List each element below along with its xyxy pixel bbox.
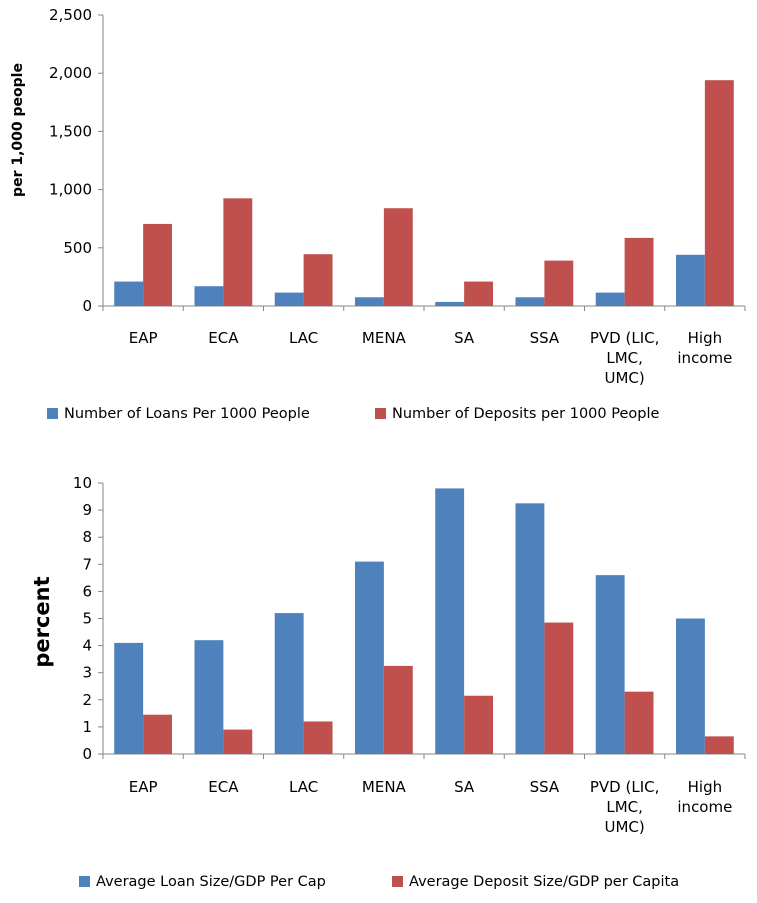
x-category-label: UMC) [605, 369, 645, 387]
y-tick-label: 9 [82, 501, 92, 519]
bar-series1 [354, 561, 384, 754]
y-axis-title: per 1,000 people [10, 63, 26, 197]
x-category-label: MENA [362, 329, 407, 347]
y-tick-label: 2,500 [49, 6, 92, 24]
x-category-label: PVD (LIC, [590, 778, 660, 796]
legend-swatch [392, 876, 403, 887]
legend-label: Number of Deposits per 1000 People [392, 406, 659, 422]
bar-series1 [435, 301, 465, 306]
bar-series2 [223, 198, 253, 306]
legend-swatch [79, 876, 90, 887]
bar-series2 [383, 208, 413, 306]
x-category-label: ECA [208, 778, 239, 796]
bar-series1 [435, 488, 465, 754]
y-tick-label: 2 [82, 691, 92, 709]
x-category-label: income [677, 349, 732, 367]
bar-series1 [194, 640, 224, 754]
bar-series1 [515, 297, 545, 306]
y-tick-label: 1,000 [49, 181, 92, 199]
y-tick-label: 8 [82, 528, 92, 546]
bar-series2 [383, 665, 413, 754]
y-tick-label: 10 [73, 474, 92, 492]
x-category-label: LAC [289, 329, 318, 347]
x-category-label: LAC [289, 778, 318, 796]
x-category-label: EAP [129, 329, 158, 347]
x-category-label: SSA [530, 329, 560, 347]
y-tick-label: 7 [82, 555, 92, 573]
legend-label: Average Loan Size/GDP Per Cap [96, 874, 326, 890]
y-tick-label: 4 [82, 637, 92, 655]
bar-series2 [624, 237, 654, 306]
bar-series2 [223, 729, 253, 754]
bar-series1 [354, 297, 384, 306]
y-tick-label: 3 [82, 664, 92, 682]
bar-series1 [114, 642, 144, 754]
x-category-label: SA [454, 329, 475, 347]
bar-series2 [143, 223, 173, 306]
bar-series1 [675, 254, 705, 306]
y-tick-label: 0 [82, 297, 92, 315]
x-category-label: PVD (LIC, [590, 329, 660, 347]
bar-series2 [303, 254, 333, 306]
y-tick-label: 2,000 [49, 64, 92, 82]
x-category-label: UMC) [605, 818, 645, 836]
legend-label: Average Deposit Size/GDP per Capita [409, 874, 679, 890]
bar-series1 [515, 503, 545, 754]
bar-series1 [194, 286, 224, 306]
legend-label: Number of Loans Per 1000 People [64, 406, 310, 422]
y-tick-label: 500 [63, 239, 92, 257]
y-tick-label: 0 [82, 745, 92, 763]
bar-series1 [595, 292, 625, 306]
bar-series1 [595, 575, 625, 754]
x-category-label: MENA [362, 778, 407, 796]
bar-series2 [303, 721, 333, 754]
x-category-label: income [677, 798, 732, 816]
bar-series2 [624, 691, 654, 754]
bar-series2 [704, 80, 734, 307]
bar-series1 [274, 292, 304, 306]
bar-series2 [544, 622, 574, 754]
bar-series1 [675, 618, 705, 754]
y-tick-label: 1,500 [49, 122, 92, 140]
y-axis-title: percent [30, 576, 54, 667]
x-category-label: SSA [530, 778, 560, 796]
bar-series2 [143, 714, 173, 754]
x-category-label: High [688, 329, 722, 347]
bar-series2 [464, 281, 494, 306]
x-category-label: EAP [129, 778, 158, 796]
bar-series1 [274, 613, 304, 754]
bar-series2 [464, 695, 494, 754]
legend-swatch [375, 408, 386, 419]
y-tick-label: 1 [82, 718, 92, 736]
x-category-label: LMC, [606, 349, 643, 367]
bar-series1 [114, 281, 144, 306]
bar-series2 [544, 260, 574, 306]
x-category-label: ECA [208, 329, 239, 347]
y-tick-label: 6 [82, 582, 92, 600]
legend-swatch [47, 408, 58, 419]
x-category-label: High [688, 778, 722, 796]
bar-series2 [704, 736, 734, 754]
x-category-label: SA [454, 778, 475, 796]
x-category-label: LMC, [606, 798, 643, 816]
y-tick-label: 5 [82, 610, 92, 628]
